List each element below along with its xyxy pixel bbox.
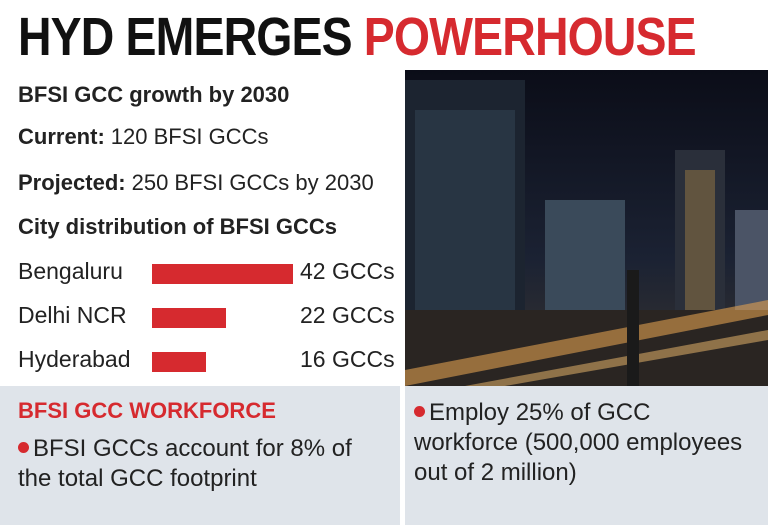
stat-label: Current: <box>18 124 105 149</box>
stat-projected: Projected: 250 BFSI GCCs by 2030 <box>18 170 374 196</box>
stat-text: 120 BFSI GCCs <box>110 124 269 149</box>
bullet: BFSI GCCs account for 8% of the total GC… <box>18 434 388 494</box>
stat-label: Projected: <box>18 170 126 195</box>
workforce-heading: BFSI GCC WORKFORCE <box>18 398 276 423</box>
city-photo <box>405 70 768 386</box>
title-red: POWERHOUSE <box>363 7 697 67</box>
category-label: Bengaluru <box>18 258 123 284</box>
bar <box>152 264 293 284</box>
value-label: 42 GCCs <box>300 258 395 284</box>
bar <box>152 308 226 328</box>
workforce-panel: BFSI GCC WORKFORCE BFSI GCCs account for… <box>0 386 768 525</box>
category-label: Delhi NCR <box>18 302 127 328</box>
chart-title: City distribution of BFSI GCCs <box>18 214 337 239</box>
title: HYD EMERGES POWERHOUSE <box>18 6 697 68</box>
bullet-text: BFSI GCCs account for 8% of the total GC… <box>18 435 352 492</box>
value-label: 16 GCCs <box>300 346 395 372</box>
bullet-text: Employ 25% of GCC workforce (500,000 emp… <box>414 399 743 486</box>
bar <box>152 352 206 372</box>
stat-text: 250 BFSI GCCs by 2030 <box>131 170 374 195</box>
divider <box>400 386 405 525</box>
bullet: Employ 25% of GCC workforce (500,000 emp… <box>414 398 744 488</box>
category-label: Hyderabad <box>18 346 131 372</box>
stat-current: Current: 120 BFSI GCCs <box>18 124 269 150</box>
value-label: 22 GCCs <box>300 302 395 328</box>
title-dark: HYD EMERGES <box>18 7 353 67</box>
stats-heading: BFSI GCC growth by 2030 <box>18 82 290 107</box>
